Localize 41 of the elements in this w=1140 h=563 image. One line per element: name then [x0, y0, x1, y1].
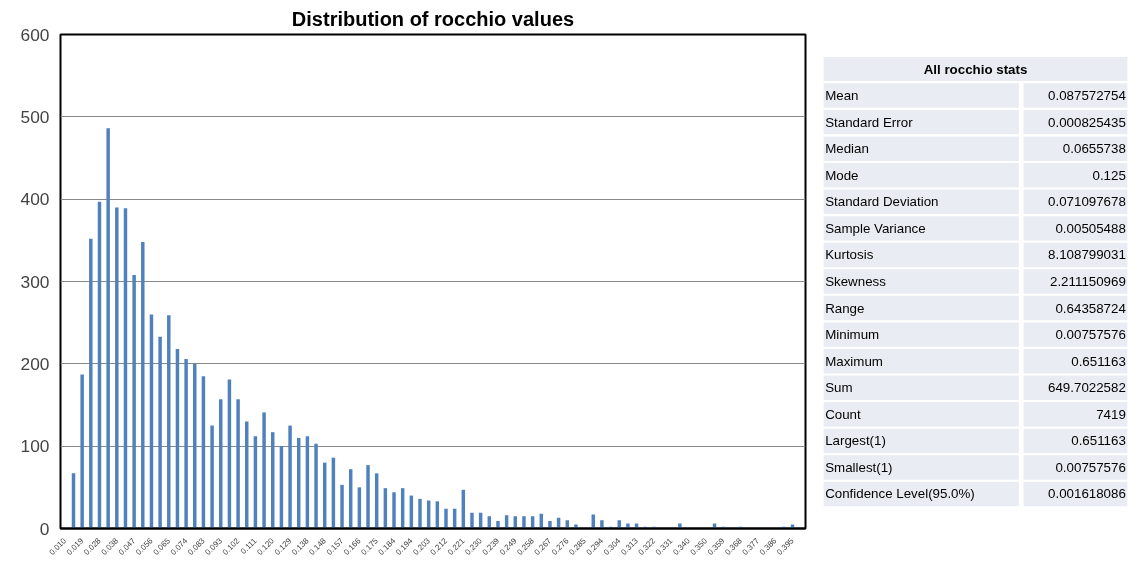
category-label: Smallest(1)	[825, 459, 893, 475]
data-label: 0.0655738	[1062, 141, 1126, 157]
data-label: 0.125	[1092, 167, 1126, 183]
category-label: Minimum	[825, 327, 880, 343]
y-tick-label: 500	[20, 106, 50, 127]
data-label: 2.211150969	[1050, 274, 1126, 289]
data-label: 7419	[1096, 406, 1126, 422]
category-label: Median	[825, 141, 869, 157]
data-label: 0.001618086	[1048, 486, 1126, 502]
data-label: 0.00757576	[1055, 459, 1126, 475]
category-label: Mean	[825, 88, 859, 104]
data-label: 0.087572754	[1048, 88, 1127, 104]
data-label: 0.651163	[1071, 433, 1126, 449]
y-tick-label: 300	[20, 271, 50, 292]
category-label: Count	[825, 406, 862, 422]
data-label: 0.000825435	[1048, 114, 1126, 130]
data-label: 649.7022582	[1048, 380, 1126, 396]
data-label: 0.64358724	[1055, 300, 1127, 316]
y-tick-label: 200	[20, 353, 50, 374]
y-tick-label: 400	[20, 189, 50, 210]
data-label: 0.651163	[1071, 353, 1126, 369]
category-label: Kurtosis	[825, 247, 874, 263]
category-label: Maximum	[825, 353, 883, 369]
category-label: Largest(1)	[825, 433, 886, 449]
y-tick-label: 100	[20, 436, 50, 457]
text: All rocchio stats	[923, 61, 1028, 77]
category-label: Skewness	[825, 274, 887, 289]
category-label: Mode	[825, 167, 859, 183]
chart-title: Distribution of rocchio values	[291, 7, 575, 30]
category-label: Standard Deviation	[825, 194, 939, 210]
data-label: 0.00757576	[1055, 327, 1126, 343]
category-label: Range	[825, 300, 865, 316]
y-tick-label: 600	[20, 24, 50, 45]
category-label: Confidence Level(95.0%)	[825, 486, 975, 502]
data-label: 8.108799031	[1048, 247, 1126, 263]
category-label: Standard Error	[825, 114, 914, 130]
y-tick-label: 0	[39, 518, 50, 539]
data-label: 0.00505488	[1055, 220, 1126, 236]
category-label: Sample Variance	[825, 220, 926, 236]
data-label: 0.071097678	[1048, 194, 1126, 210]
category-label: Sum	[825, 380, 853, 396]
